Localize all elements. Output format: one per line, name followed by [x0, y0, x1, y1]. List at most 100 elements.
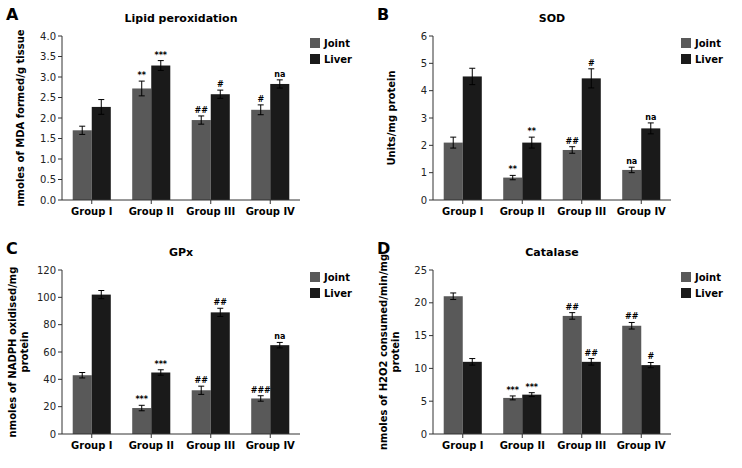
category-label: Group II	[500, 206, 545, 217]
error-line	[650, 123, 651, 134]
tick-mark	[210, 200, 211, 204]
bar	[132, 408, 151, 434]
error-cap	[648, 122, 654, 123]
error-cap	[450, 299, 456, 300]
tick-label: 0	[421, 195, 427, 206]
error-cap	[450, 292, 456, 293]
tick-label: 3.0	[40, 72, 56, 83]
error-cap	[198, 124, 204, 125]
bar	[270, 345, 289, 434]
error-bar	[569, 147, 575, 154]
tick-mark	[270, 434, 271, 438]
axis-label-line: nmoles of NADPH oxidised/mg	[7, 267, 18, 438]
error-cap	[569, 146, 575, 147]
y-axis	[62, 36, 63, 200]
error-line	[82, 126, 83, 134]
error-bar	[629, 322, 635, 329]
error-line	[101, 291, 102, 299]
legend-label: Liver	[695, 54, 723, 65]
annotation: ##	[195, 376, 209, 385]
error-line	[512, 396, 513, 400]
error-cap	[79, 134, 85, 135]
tick-mark	[429, 434, 433, 435]
legend-swatch	[310, 38, 320, 48]
title: GPx	[169, 246, 193, 259]
tick-mark	[429, 302, 433, 303]
axis-label: nmoles of MDA formed/g tissue	[15, 29, 26, 206]
title: Lipid peroxidation	[124, 12, 237, 25]
category-label: Group IV	[246, 440, 295, 451]
bar	[563, 150, 582, 200]
axis-label-line: nmoles of MDA formed/g tissue	[15, 29, 26, 206]
error-cap	[158, 375, 164, 376]
legend-label: Joint	[323, 272, 350, 283]
category-label: Group I	[71, 440, 113, 451]
legend-swatch	[310, 54, 320, 64]
panel-label: C	[6, 239, 18, 258]
error-bar	[79, 373, 85, 378]
legend-label: Joint	[694, 38, 721, 49]
error-cap	[217, 98, 223, 99]
error-cap	[569, 153, 575, 154]
error-line	[279, 342, 280, 347]
annotation: ##	[214, 298, 228, 307]
axis-label-line: Units/mg protein	[386, 70, 397, 165]
bar	[582, 78, 601, 200]
error-cap	[198, 115, 204, 116]
tick-label: 1	[421, 167, 427, 178]
axis-label: Units/mg protein	[386, 70, 397, 165]
error-cap	[158, 60, 164, 61]
y-axis	[62, 270, 63, 434]
error-bar	[158, 370, 164, 375]
error-bar	[510, 175, 516, 179]
category-label: Group IV	[617, 206, 666, 217]
tick-label: 80	[43, 319, 56, 330]
error-cap	[158, 70, 164, 71]
tick-mark	[58, 97, 62, 98]
legend-label: Liver	[324, 288, 352, 299]
category-label: Group III	[557, 206, 606, 217]
tick-mark	[210, 434, 211, 438]
error-cap	[469, 68, 475, 69]
bar	[251, 398, 270, 434]
annotation: #	[217, 80, 224, 89]
bar	[251, 110, 270, 200]
bar	[522, 143, 541, 200]
error-cap	[258, 395, 264, 396]
error-line	[101, 100, 102, 115]
tick-label: 20	[43, 401, 56, 412]
annotation: na	[645, 113, 656, 122]
error-bar	[469, 68, 475, 84]
error-cap	[510, 179, 516, 180]
legend-swatch	[681, 272, 691, 282]
error-cap	[529, 137, 535, 138]
error-bar	[569, 313, 575, 320]
tick-mark	[429, 145, 433, 146]
bar	[444, 143, 463, 200]
tick-mark	[429, 335, 433, 336]
tick-mark	[58, 379, 62, 380]
tick-mark	[581, 434, 582, 438]
panel: BSOD0123456Units/mg protein**##na**#naGr…	[377, 5, 723, 217]
error-cap	[629, 172, 635, 173]
tick-label: 5	[421, 58, 427, 69]
error-cap	[217, 316, 223, 317]
error-bar	[258, 396, 264, 401]
tick-mark	[462, 200, 463, 204]
error-cap	[629, 322, 635, 323]
error-line	[220, 90, 221, 98]
bar	[582, 362, 601, 434]
annotation: ##	[566, 137, 580, 146]
error-cap	[139, 95, 145, 96]
error-bar	[98, 100, 104, 115]
tick-mark	[151, 434, 152, 438]
bar	[151, 66, 170, 200]
tick-mark	[58, 36, 62, 37]
error-line	[453, 137, 454, 148]
tick-mark	[91, 200, 92, 204]
tick-mark	[58, 297, 62, 298]
axis-label-line: protein	[19, 331, 30, 372]
tick-label: 0	[50, 429, 56, 440]
error-bar	[79, 126, 85, 134]
tick-label: 100	[37, 292, 56, 303]
